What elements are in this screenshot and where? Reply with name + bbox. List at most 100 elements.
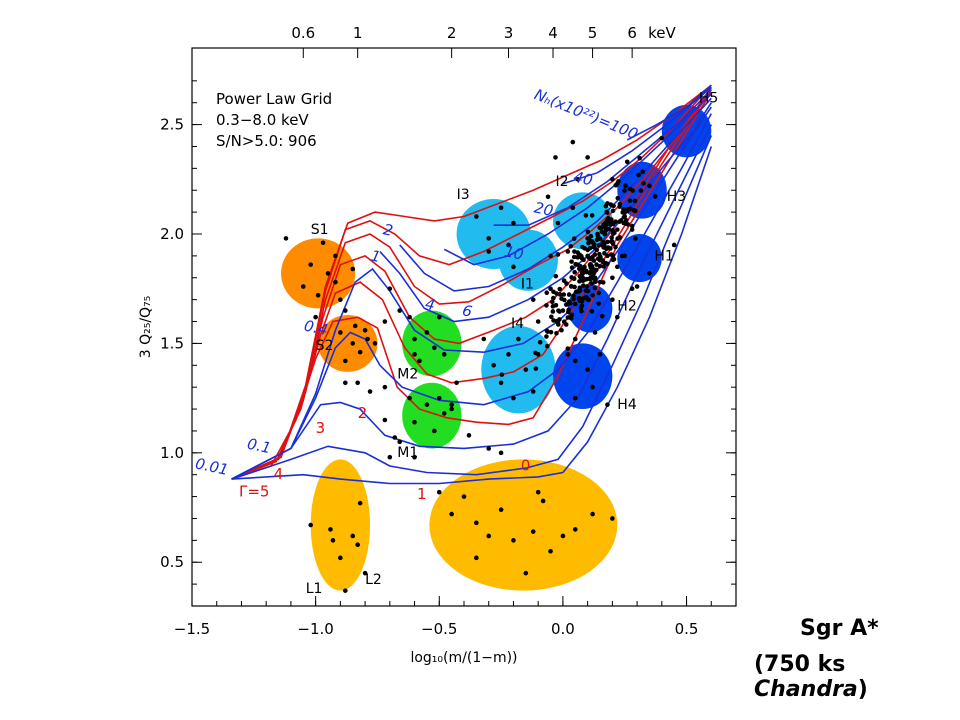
data-point [350, 533, 356, 539]
y-tick-label: 1.5 [160, 334, 184, 352]
nh-label: 2 [382, 220, 395, 240]
data-point [424, 330, 430, 335]
region-label: M2 [397, 366, 418, 382]
region-l1 [310, 459, 371, 591]
data-point [424, 402, 430, 407]
data-point [315, 292, 321, 298]
nh-curve-10 [626, 84, 712, 141]
caption-telescope: Chandra [754, 677, 858, 702]
data-point [590, 511, 595, 517]
data-point [412, 454, 417, 460]
nh-label: 10 [503, 242, 525, 264]
data-point [613, 182, 619, 188]
x-tick-label: −0.5 [421, 620, 457, 638]
data-point [589, 276, 595, 281]
data-point [625, 207, 630, 212]
region-label: H1 [654, 248, 673, 264]
data-point [486, 236, 492, 241]
data-point [587, 238, 593, 243]
nh-label: 6 [461, 301, 474, 321]
data-point [436, 489, 442, 495]
regions-layer [281, 104, 712, 591]
data-point [573, 261, 578, 267]
nh-curve-1 [231, 135, 713, 480]
data-point [630, 188, 636, 193]
data-point [320, 240, 326, 246]
region-label: M1 [397, 445, 418, 461]
gamma-label: 2 [358, 404, 368, 422]
data-point [610, 516, 615, 521]
data-point [571, 293, 576, 299]
data-point [605, 216, 611, 222]
data-point [608, 246, 613, 251]
data-point [387, 286, 393, 292]
data-point [610, 176, 615, 182]
data-point [572, 336, 578, 342]
data-point [629, 227, 635, 232]
data-point [571, 236, 577, 241]
data-point [441, 352, 447, 357]
nh-label: Nₕ(x10²²)=100 [532, 85, 641, 143]
data-point [516, 336, 521, 342]
data-point [627, 198, 633, 203]
data-point [602, 251, 607, 256]
data-point [412, 352, 417, 357]
data-point [588, 233, 594, 239]
data-point [606, 226, 612, 232]
data-point [511, 538, 516, 543]
region-label: H4 [617, 397, 637, 413]
data-point [578, 305, 584, 311]
data-point [580, 278, 586, 284]
data-point [343, 380, 348, 386]
data-point [590, 384, 595, 390]
caption-object: Sgr A* [800, 616, 879, 641]
nh-curve-9 [562, 86, 712, 185]
data-point [544, 290, 550, 295]
data-point [367, 389, 373, 394]
data-point [540, 498, 546, 504]
data-point [498, 205, 504, 211]
data-point [599, 313, 605, 319]
data-point [372, 341, 378, 346]
data-point [604, 246, 609, 252]
data-point [338, 555, 343, 561]
data-point [615, 227, 620, 232]
data-point [511, 264, 516, 270]
data-point [576, 295, 582, 301]
data-point [610, 231, 616, 236]
data-point [407, 395, 412, 401]
data-point [474, 520, 479, 526]
data-point [523, 367, 529, 372]
data-point [585, 229, 591, 235]
data-point [563, 322, 569, 327]
region-label: S1 [311, 222, 329, 238]
data-point [449, 406, 454, 412]
data-point [382, 319, 388, 324]
data-point [432, 345, 437, 351]
data-point [338, 297, 343, 302]
data-point [610, 221, 615, 226]
data-point [582, 246, 587, 251]
data-point [601, 222, 606, 228]
region-label: S2 [316, 338, 334, 354]
data-point [537, 339, 543, 345]
data-point [605, 253, 610, 259]
data-point [621, 214, 627, 220]
gamma-curve-3 [231, 86, 712, 480]
data-point [609, 238, 615, 244]
data-point [466, 433, 472, 438]
data-point [553, 155, 558, 160]
y-tick-label: 2.5 [160, 116, 184, 134]
data-point [308, 262, 313, 267]
data-point [407, 314, 412, 320]
caption-exposure: (750 ks Chandra) [754, 652, 960, 702]
data-point [600, 280, 606, 285]
data-point [392, 435, 398, 440]
data-point [579, 299, 585, 304]
region-s2 [318, 314, 378, 372]
data-point [530, 389, 536, 394]
data-point [605, 261, 610, 267]
data-point [575, 176, 581, 182]
data-point [417, 358, 422, 364]
data-point [362, 327, 368, 333]
